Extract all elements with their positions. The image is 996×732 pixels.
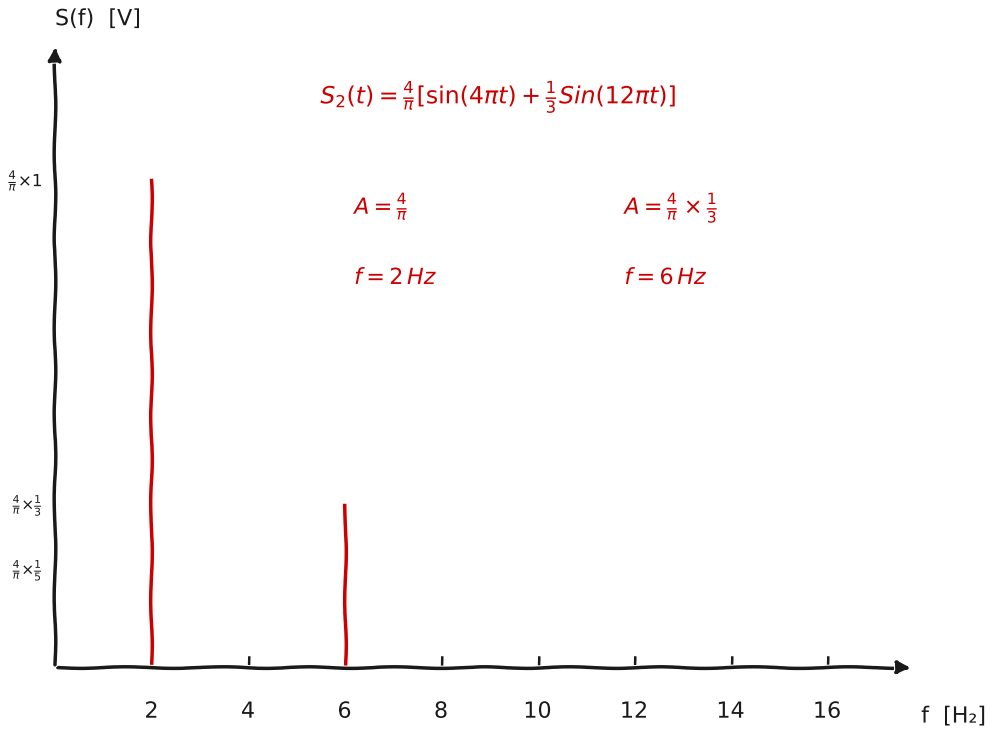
Text: 16: 16 <box>813 702 842 722</box>
Text: $f = 2\,Hz$: $f = 2\,Hz$ <box>355 268 438 288</box>
Text: $A = \frac{4}{\pi}\times\frac{1}{3}$: $A = \frac{4}{\pi}\times\frac{1}{3}$ <box>624 190 720 225</box>
Text: $\frac{4}{\pi}$$\times$$\frac{1}{3}$: $\frac{4}{\pi}$$\times$$\frac{1}{3}$ <box>13 493 43 518</box>
Text: 4: 4 <box>241 702 255 722</box>
Text: f  [H₂]: f [H₂] <box>921 706 986 727</box>
Text: 12: 12 <box>620 702 648 722</box>
Text: 6: 6 <box>338 702 352 722</box>
Text: 14: 14 <box>716 702 745 722</box>
Text: 8: 8 <box>434 702 448 722</box>
Text: $\frac{4}{\pi}$$\times$1: $\frac{4}{\pi}$$\times$1 <box>8 168 43 193</box>
Text: $S_2(t) = \frac{4}{\pi}[\sin(4\pi t) + \frac{1}{3}Sin(12\pi t)]$: $S_2(t) = \frac{4}{\pi}[\sin(4\pi t) + \… <box>321 78 677 116</box>
Text: $\frac{4}{\pi}$$\times$$\frac{1}{5}$: $\frac{4}{\pi}$$\times$$\frac{1}{5}$ <box>13 557 43 583</box>
Text: 2: 2 <box>144 702 158 722</box>
Text: S(f)  [V]: S(f) [V] <box>55 10 141 29</box>
Text: $A = \frac{4}{\pi}$: $A = \frac{4}{\pi}$ <box>355 190 409 222</box>
Text: 10: 10 <box>523 702 552 722</box>
Text: $f = 6\,Hz$: $f = 6\,Hz$ <box>624 268 708 288</box>
